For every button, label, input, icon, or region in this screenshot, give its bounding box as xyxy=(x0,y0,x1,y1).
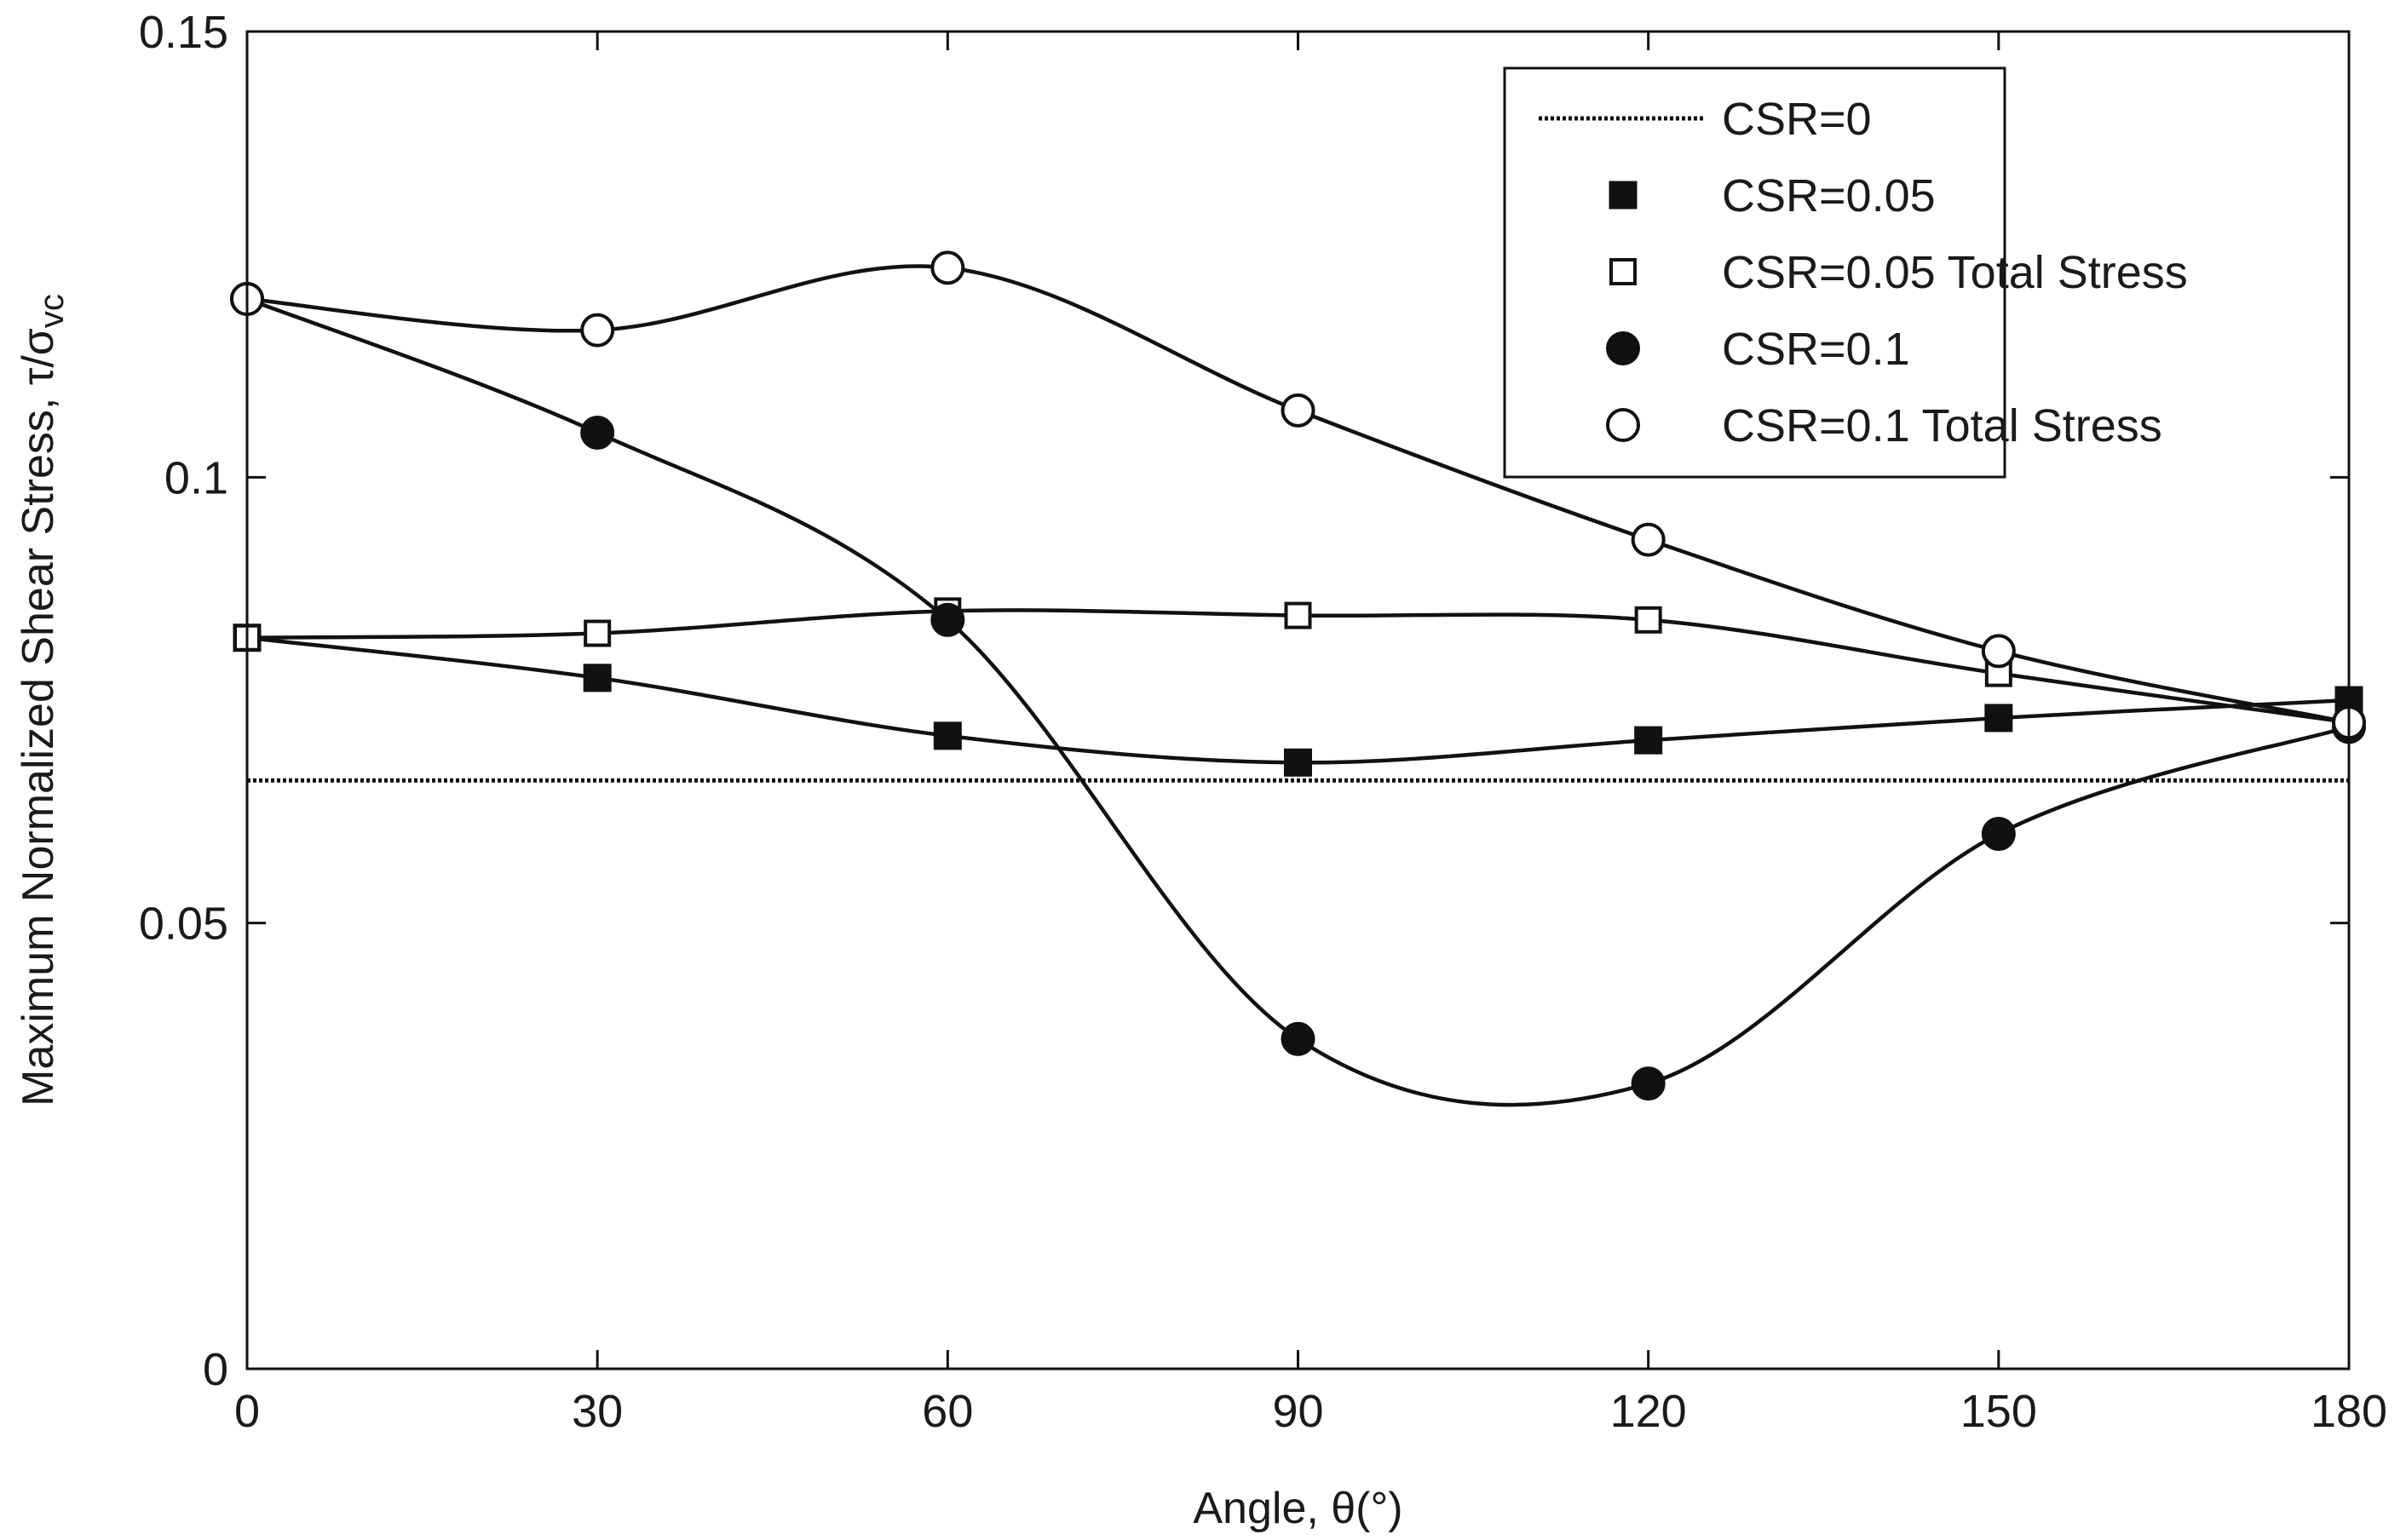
y-axis-label: Maximum Normalized Shear Stress, τ/σvc xyxy=(14,294,71,1106)
legend-label: CSR=0 xyxy=(1722,94,1872,145)
csr-0-05-total-stress-point xyxy=(584,619,612,647)
legend-label: CSR=0.1 Total Stress xyxy=(1722,400,2162,451)
x-tick-label: 0 xyxy=(234,1386,260,1437)
x-tick-label: 180 xyxy=(2311,1386,2387,1437)
x-tick-label: 120 xyxy=(1610,1386,1687,1437)
x-tick-label: 150 xyxy=(1960,1386,2037,1437)
legend-swatch xyxy=(1609,181,1638,210)
csr-0-1-point xyxy=(1631,1066,1666,1101)
y-tick-label: 0.15 xyxy=(139,7,228,58)
csr-0-05-point xyxy=(1634,726,1663,755)
csr-0-05-point xyxy=(1284,748,1312,777)
csr-0-1-point xyxy=(580,416,615,450)
legend-label: CSR=0.05 xyxy=(1722,170,1936,221)
csr-0-1-total-stress-point xyxy=(930,250,965,285)
legend-item-csr-0: CSR=0 xyxy=(1539,94,1872,145)
csr-0-05-total-stress-point xyxy=(1634,606,1662,634)
legend-box xyxy=(1503,66,2006,479)
csr-0-1-total-stress-point xyxy=(580,313,615,348)
legend-item-csr-0-05-total-stress: CSR=0.05 Total Stress xyxy=(1609,247,2188,298)
csr-0-05-point xyxy=(933,721,962,750)
legend-item-csr-0-1: CSR=0.1 xyxy=(1606,324,1910,375)
csr-0-05-total-stress-point xyxy=(1284,601,1312,629)
csr-0-1-point xyxy=(930,602,965,637)
csr-0-1-total-stress-point xyxy=(1631,522,1666,557)
csr-0-1-point xyxy=(1281,1021,1315,1056)
x-tick-label: 90 xyxy=(1272,1386,1323,1437)
y-tick-label: 0 xyxy=(203,1344,228,1395)
marker-layer xyxy=(230,250,2366,1101)
csr-0-1-point xyxy=(1981,817,2016,851)
x-tick-label: 30 xyxy=(572,1386,623,1437)
csr-0-1-total-stress-point xyxy=(1981,634,2016,669)
legend-label: CSR=0.1 xyxy=(1722,324,1910,375)
csr-0-1-total-stress-point xyxy=(1281,393,1315,428)
csr-0-05-point xyxy=(1984,704,2013,733)
legend-swatch xyxy=(1609,258,1637,285)
csr-0-05-point xyxy=(583,664,612,692)
y-tick-label: 0.1 xyxy=(164,452,228,503)
tick-label-layer: 0 30 60 90 120 150 180 0 0.05 0.1 0.15 xyxy=(139,7,2387,1437)
legend: CSR=0 CSR=0.05 CSR=0.05 Total Stress CSR=0.… xyxy=(1503,66,2188,479)
legend-item-csr-0-1-total-stress: CSR=0.1 Total Stress xyxy=(1606,400,2162,451)
legend-items: CSR=0 CSR=0.05 CSR=0.05 Total Stress CSR=0.… xyxy=(1539,94,2188,451)
y-axis-label-subscript: vc xyxy=(33,294,71,328)
x-tick-label: 60 xyxy=(922,1386,973,1437)
legend-swatch xyxy=(1606,408,1640,442)
y-tick-label: 0.05 xyxy=(139,899,228,950)
y-axis-label-main: Maximum Normalized Shear Stress, τ/σ xyxy=(14,328,63,1106)
legend-label: CSR=0.05 Total Stress xyxy=(1722,247,2188,298)
legend-swatch xyxy=(1606,331,1640,365)
x-axis-label: Angle, θ(°) xyxy=(1193,1484,1402,1533)
legend-item-csr-0-05: CSR=0.05 xyxy=(1609,170,1936,221)
tick-layer xyxy=(245,30,2351,1370)
